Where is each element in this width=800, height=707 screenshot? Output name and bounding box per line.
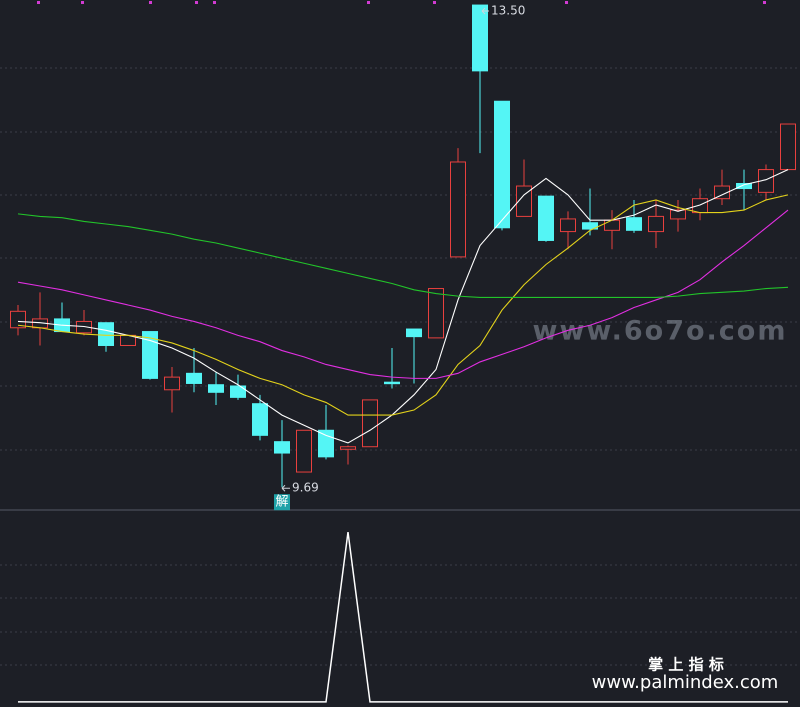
candle-body [252,403,268,436]
candle-body [670,209,686,220]
candle-body [142,331,158,379]
high-label: 13.50 [491,4,525,18]
candle-body [450,161,466,258]
candle-body [362,399,378,448]
top-markers [37,1,766,4]
candle-body [472,4,488,72]
candle-body [296,429,312,473]
candle-body [340,446,356,450]
indicator-line [18,531,788,703]
brand: 掌 上 指 标 [648,656,724,674]
candle-body [538,195,554,241]
marker [149,1,152,4]
marker [37,1,40,4]
signal-badge [274,494,290,511]
candles [10,4,796,488]
candle-body [98,322,114,346]
candle-body [76,320,92,334]
candle-body [560,218,576,233]
candle-body [626,217,642,231]
candle-body [604,219,620,231]
moving-average [17,194,789,416]
candle-body [780,123,796,171]
moving-average [17,209,789,379]
candle-body [318,429,334,458]
candle-body [714,185,730,200]
marker [195,1,198,4]
moving-average [17,169,789,444]
candle-body [516,185,532,217]
marker [81,1,84,4]
moving-average [17,213,789,298]
candle-body [230,385,246,398]
low-label: 9.69 [292,481,319,495]
candle-body [736,182,752,190]
marker [565,1,568,4]
arrow [481,7,489,15]
candle-body [648,215,664,233]
arrow [281,484,290,492]
candle-body [186,372,202,384]
marker [367,1,370,4]
candle-body [428,288,444,339]
candle-body [494,100,510,229]
candle-body [582,222,598,230]
candle-body [10,310,26,329]
candle-body [274,441,290,454]
candle-body [692,198,708,214]
brand-url: www.palmindex.com [592,672,779,693]
grid [0,1,800,666]
signal-label: 解 [275,495,288,510]
marker [213,1,216,4]
candle-body [208,384,224,393]
marker [433,1,436,4]
watermark: www.6o7o.com [533,316,788,347]
marker [763,1,766,4]
candle-body [406,328,422,338]
candle-body [164,376,180,391]
candle-body [384,381,400,385]
